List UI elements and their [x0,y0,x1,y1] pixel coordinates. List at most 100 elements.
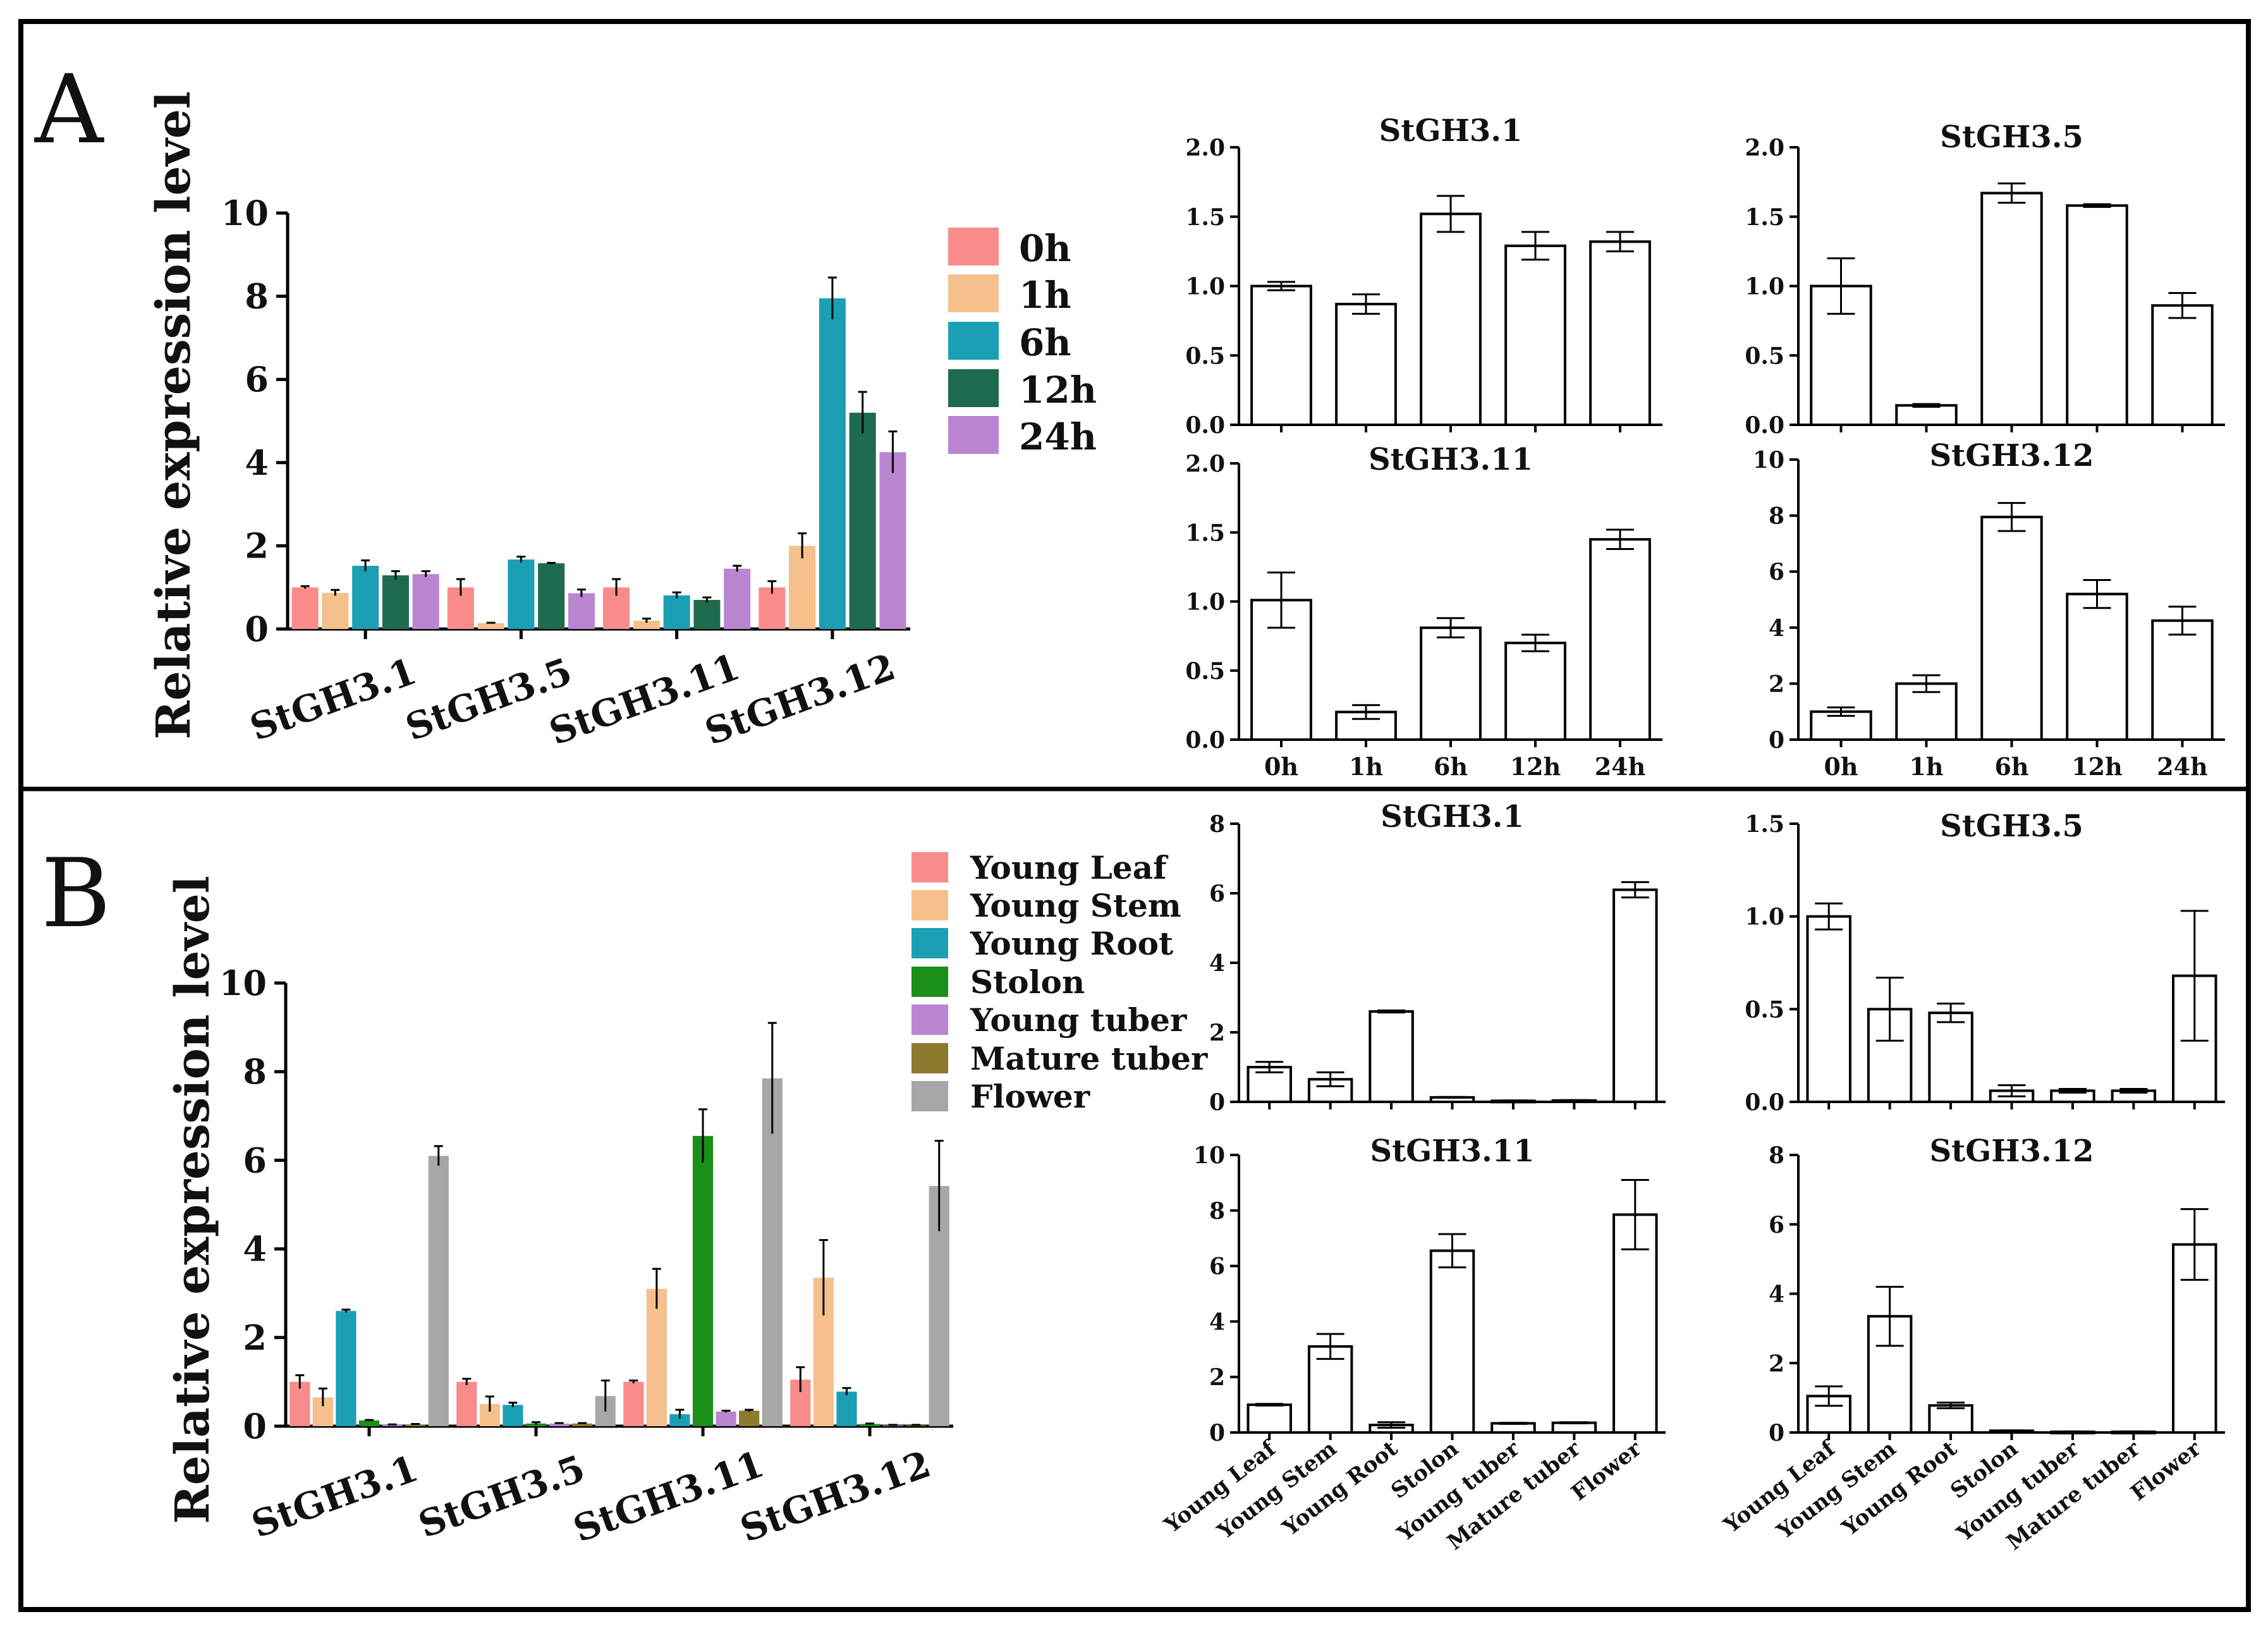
chart-a-stgh3-12-category-24h: 24h [2157,752,2208,781]
chart-b-main-bar-stgh3-5-young-leaf [456,1381,477,1426]
legend-b-swatch-young-root [911,928,948,958]
chart-a-stgh3-1-ytick-label-1-5: 1.5 [1185,204,1225,231]
panel-letter-b: B [41,839,111,949]
chart-a-stgh3-5-ytick-label-1-5: 1.5 [1745,204,1784,231]
chart-b-main-bar-stgh3-5-mature-tuber [572,1423,593,1426]
chart-b-main-ytick-label-0: 0 [243,1406,267,1446]
chart-b-stgh3-5-ytick-label-1-0: 1.0 [1745,904,1784,931]
chart-b-main-bar-stgh3-1-young-root [336,1310,357,1426]
chart-a-main-ytick-label-8: 8 [245,276,269,317]
legend-a-label-0h: 0h [1019,227,1071,270]
chart-b-main-ytick-label-8: 8 [243,1051,267,1092]
chart-b-main-ytick-label-2: 2 [243,1317,267,1358]
chart-a-stgh3-12-bar-6h [1980,515,2043,741]
chart-b-main-bar-stgh3-1-mature-tuber [405,1424,426,1426]
chart-a-stgh3-5-ytick-label-2-0: 2.0 [1745,135,1784,161]
chart-b-main-bar-stgh3-1-young-tuber [382,1424,403,1426]
chart-a-stgh3-12-ytick-label-0: 0 [1769,727,1784,754]
legend-b-label-flower: Flower [970,1078,1090,1115]
chart-b-main-bar-stgh3-11-stolon [692,1135,714,1426]
chart-b-main-ytick-label-10: 10 [219,963,267,1003]
legend-b-swatch-young-stem [911,890,948,920]
chart-b-stgh3-12-ytick-label-2: 2 [1769,1350,1784,1377]
chart-b-stgh3-1: StGH3.1 0 2 4 6 8 [1209,799,1666,1116]
chart-a-stgh3-1-bar-6h [1420,212,1482,426]
chart-a-stgh3-11-ytick-label-1-5: 1.5 [1185,520,1225,546]
panel-b-ylabel: Relative expression level [166,876,220,1524]
chart-a-main-ytick-label-2: 2 [245,525,269,566]
chart-b-stgh3-11-ytick-label-2: 2 [1209,1364,1225,1391]
chart-a-stgh3-1: StGH3.1 0.0 0.5 1.0 1.5 2.0 [1185,113,1662,439]
chart-a-stgh3-11-bar-12h [1504,642,1566,741]
chart-a-main-bar-stgh3-1-0h [291,587,319,629]
legend-b-label-young-tuber: Young tuber [970,1001,1187,1039]
chart-b-stgh3-11-ytick-label-6: 6 [1209,1254,1225,1280]
chart-b-stgh3-11-bar-young-leaf [1247,1403,1292,1434]
chart-b-main-bar-stgh3-11-mature-tuber [739,1410,760,1426]
chart-b-stgh3-5-ytick-label-1-5: 1.5 [1745,811,1784,838]
chart-a-stgh3-5-ytick-label-1-0: 1.0 [1745,274,1784,300]
chart-a-stgh3-5-ytick-label-0-5: 0.5 [1745,343,1784,369]
legend-a-label-6h: 6h [1019,321,1071,364]
chart-b-stgh3-1-bar-young-root [1369,1010,1414,1103]
chart-b-stgh3-5-title: StGH3.5 [1940,809,2083,844]
chart-a-stgh3-11: StGH3.11 0.0 0.5 1.0 1.5 2.0 0h 1h 6h 12h 24h [1185,442,1662,781]
chart-a-stgh3-5-title: StGH3.5 [1940,119,2083,155]
chart-a-stgh3-1-bar-12h [1504,244,1566,426]
chart-a-stgh3-11-ytick-label-0-0: 0.0 [1185,727,1225,754]
chart-b-stgh3-5-ytick-label-0-5: 0.5 [1745,996,1784,1023]
chart-a-stgh3-5-bar-6h [1980,192,2043,426]
chart-a-stgh3-11-ytick-label-0-5: 0.5 [1185,658,1225,685]
chart-a-stgh3-12-ytick-label-4: 4 [1769,615,1784,642]
panel-a-ylabel: Relative expression level [147,91,201,740]
legend-b-label-young-root: Young Root [970,925,1173,962]
chart-a-main-bar-stgh3-5-12h [538,563,565,629]
chart-b-stgh3-11-ytick-label-8: 8 [1209,1198,1225,1225]
chart-a-main-bar-stgh3-12-24h [879,452,906,629]
chart-a-stgh3-11-ytick-label-1-0: 1.0 [1185,589,1225,616]
chart-a-stgh3-11-category-0h: 0h [1264,752,1298,781]
legend-b-swatch-young-leaf [911,852,948,883]
chart-a-stgh3-12-category-1h: 1h [1909,752,1943,781]
chart-a-main-bar-stgh3-11-24h [724,568,751,629]
chart-a-stgh3-1-title: StGH3.1 [1379,113,1523,149]
chart-a-stgh3-11-ytick-label-2-0: 2.0 [1185,451,1225,477]
chart-a-main-bar-stgh3-5-6h [508,559,535,629]
chart-a-main-bar-stgh3-5-24h [568,593,595,629]
chart-b-main-bar-stgh3-12-stolon [859,1424,881,1426]
legend-b-label-stolon: Stolon [970,963,1085,1001]
chart-b-stgh3-1-bar-flower [1613,888,1658,1103]
chart-b-stgh3-12-title: StGH3.12 [1929,1133,2094,1169]
chart-a-stgh3-1-ytick-label-0-0: 0.0 [1185,412,1225,439]
chart-b-main-bar-stgh3-11-young-tuber [716,1411,736,1426]
chart-a-stgh3-1-bar-24h [1589,240,1651,426]
chart-b-main-bar-stgh3-11-young-leaf [623,1381,644,1426]
chart-a-main-ytick-label-6: 6 [245,359,269,400]
chart-b-stgh3-5: StGH3.5 0.0 0.5 1.0 1.5 [1745,809,2225,1116]
chart-a-main-bar-stgh3-1-6h [352,565,379,629]
chart-a-stgh3-5-bar-24h [2151,304,2214,427]
chart-b-main-bar-stgh3-1-stolon [358,1420,380,1426]
chart-b-main-bar-stgh3-12-young-root [836,1391,857,1426]
chart-b-stgh3-12-ytick-label-4: 4 [1769,1281,1784,1308]
chart-b-stgh3-1-ytick-label-8: 8 [1209,811,1225,838]
chart-a-main-bar-stgh3-11-6h [663,595,690,629]
panel-letter-a: A [34,55,104,165]
chart-a-stgh3-12-ytick-label-6: 6 [1769,559,1784,585]
chart-a-stgh3-11-bar-6h [1420,626,1482,742]
chart-b-main-bar-stgh3-11-young-root [669,1414,690,1426]
chart-b-main-ytick-label-4: 4 [243,1229,267,1269]
chart-b-stgh3-5-ytick-label-0-0: 0.0 [1745,1089,1784,1116]
chart-a-stgh3-1-bar-0h [1250,284,1312,426]
chart-b-stgh3-11-ytick-label-10: 10 [1193,1142,1225,1169]
chart-a-main-ytick-label-0: 0 [245,609,269,649]
chart-b-stgh3-11-bar-stolon [1429,1249,1475,1434]
legend-a-swatch-24h [948,416,999,454]
chart-b-stgh3-11-ytick-label-0: 0 [1209,1420,1225,1446]
chart-a-stgh3-12-category-12h: 12h [2071,752,2123,781]
chart-a-stgh3-5-ytick-label-0-0: 0.0 [1745,412,1784,439]
legend-a-swatch-12h [948,369,999,407]
chart-a-main-bar-stgh3-11-1h [633,620,660,629]
chart-a-stgh3-1-ytick-label-0-5: 0.5 [1185,343,1225,369]
legend-a-swatch-0h [948,228,999,266]
